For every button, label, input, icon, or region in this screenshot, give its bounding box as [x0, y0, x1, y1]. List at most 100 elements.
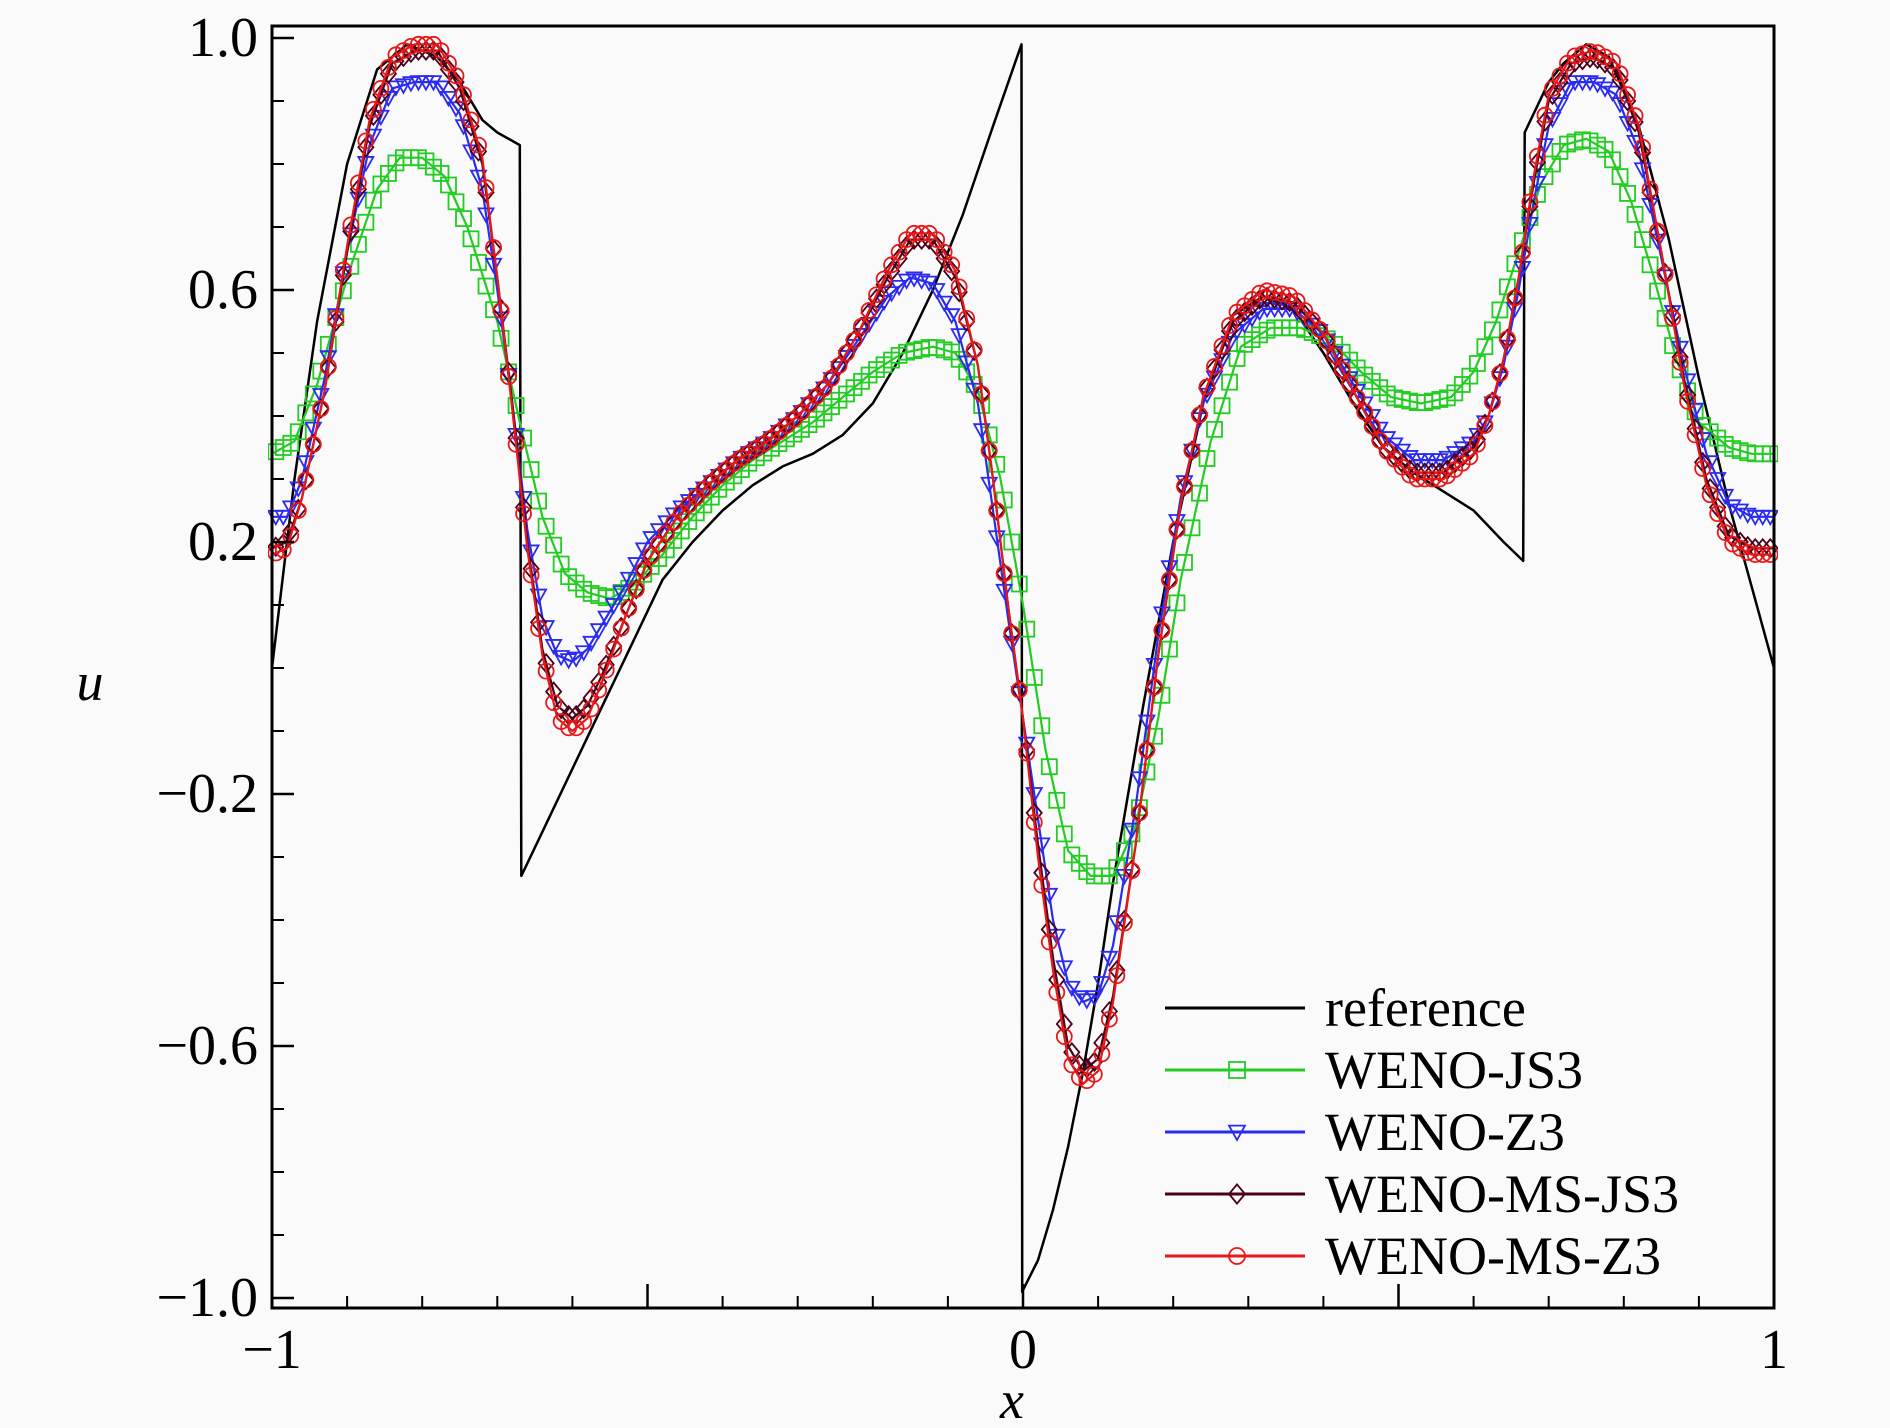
marker-weno-z3 — [1055, 960, 1074, 977]
marker-weno-ms-z3 — [1634, 138, 1651, 156]
marker-weno-ms-z3 — [1191, 406, 1208, 424]
marker-weno-z3 — [582, 635, 601, 653]
marker-weno-ms-z3 — [1514, 243, 1531, 261]
marker-weno-ms-z3 — [1566, 47, 1584, 65]
marker-weno-js3 — [1761, 445, 1778, 463]
marker-weno-js3 — [1025, 669, 1043, 686]
marker-weno-z3 — [386, 80, 405, 97]
marker-weno-js3 — [1115, 842, 1133, 860]
marker-weno-ms-z3 — [1100, 1010, 1118, 1028]
marker-weno-ms-z3 — [1198, 378, 1216, 396]
marker-weno-js3 — [1161, 640, 1178, 658]
marker-weno-ms-js3 — [950, 281, 968, 303]
marker-weno-z3 — [1070, 990, 1089, 1007]
marker-weno-ms-js3 — [860, 302, 878, 324]
marker-weno-ms-js3 — [1220, 320, 1239, 342]
marker-weno-z3 — [1603, 85, 1622, 102]
marker-weno-ms-z3 — [980, 442, 998, 460]
legend-swatch-marker — [1227, 1124, 1247, 1142]
marker-weno-ms-z3 — [635, 561, 653, 579]
marker-weno-z3 — [905, 271, 924, 288]
marker-weno-ms-z3 — [1153, 621, 1171, 639]
marker-weno-js3 — [1221, 373, 1238, 391]
marker-weno-ms-z3 — [297, 471, 315, 489]
marker-weno-ms-js3 — [1581, 47, 1599, 69]
marker-weno-ms-js3 — [484, 238, 503, 260]
marker-weno-ms-js3 — [1190, 404, 1209, 426]
marker-weno-ms-z3 — [890, 243, 908, 261]
marker-weno-ms-z3 — [1311, 320, 1329, 338]
marker-weno-ms-js3 — [1003, 622, 1021, 644]
marker-weno-ms-js3 — [1265, 288, 1284, 310]
marker-weno-z3 — [619, 571, 638, 589]
marker-weno-js3 — [537, 517, 555, 535]
marker-weno-ms-js3 — [312, 398, 330, 420]
marker-weno-ms-js3 — [574, 698, 593, 720]
marker-weno-ms-js3 — [1183, 440, 1201, 462]
marker-weno-ms-z3 — [1018, 744, 1036, 762]
marker-weno-ms-z3 — [883, 256, 900, 274]
marker-weno-ms-js3 — [417, 40, 435, 62]
legend-label: WENO-MS-Z3 — [1325, 1226, 1661, 1286]
legend-item-weno-z3: WENO-Z3 — [1165, 1102, 1565, 1162]
marker-weno-z3 — [890, 279, 909, 297]
marker-weno-ms-js3 — [1341, 373, 1359, 395]
marker-weno-js3 — [1198, 450, 1216, 467]
marker-weno-z3 — [822, 372, 841, 389]
legend-label: WENO-JS3 — [1325, 1040, 1583, 1100]
marker-weno-ms-z3 — [1176, 477, 1193, 495]
marker-weno-z3 — [1085, 990, 1104, 1007]
x-axis-title: x — [999, 1370, 1024, 1428]
marker-weno-z3 — [912, 273, 931, 290]
marker-weno-js3 — [1483, 321, 1501, 339]
axes-layer: 1.0 0.6 0.2 −0.2 −0.6 −1.0−1 0 1 — [156, 7, 1788, 1381]
marker-weno-ms-z3 — [1333, 361, 1351, 378]
marker-weno-ms-z3 — [1604, 52, 1621, 70]
marker-weno-z3 — [1062, 980, 1081, 998]
marker-weno-ms-js3 — [1085, 1051, 1104, 1073]
marker-weno-z3 — [364, 128, 383, 146]
marker-weno-js3 — [1146, 727, 1163, 745]
marker-weno-z3 — [469, 169, 488, 186]
marker-weno-ms-js3 — [1468, 429, 1487, 451]
marker-weno-ms-js3 — [379, 63, 398, 85]
legend: referenceWENO-JS3WENO-Z3WENO-MS-JS3WENO-… — [1165, 978, 1679, 1286]
marker-weno-z3 — [612, 585, 631, 602]
marker-weno-ms-z3 — [627, 580, 645, 598]
marker-weno-ms-z3 — [1356, 403, 1374, 421]
marker-weno-js3 — [1040, 758, 1058, 776]
marker-weno-z3 — [1708, 472, 1727, 489]
marker-weno-z3 — [544, 639, 563, 656]
marker-weno-ms-z3 — [1468, 435, 1486, 453]
marker-weno-ms-js3 — [1633, 142, 1652, 163]
marker-weno-ms-js3 — [462, 115, 480, 137]
marker-weno-z3 — [1453, 441, 1472, 458]
marker-weno-ms-z3 — [950, 278, 968, 296]
y-tick-label: −1.0 — [156, 1267, 258, 1329]
legend-item-weno-ms-z3: WENO-MS-Z3 — [1165, 1226, 1661, 1286]
marker-weno-ms-z3 — [342, 216, 360, 234]
marker-weno-ms-js3 — [1506, 287, 1524, 309]
marker-weno-z3 — [950, 328, 969, 345]
marker-weno-ms-z3 — [1131, 804, 1148, 822]
marker-weno-js3 — [1626, 205, 1644, 223]
x-tick-label: 1 — [1760, 1319, 1788, 1381]
marker-weno-js3 — [440, 176, 457, 194]
marker-weno-js3 — [1604, 151, 1621, 169]
marker-weno-ms-z3 — [312, 400, 330, 418]
marker-weno-js3 — [530, 492, 548, 510]
marker-weno-ms-z3 — [995, 565, 1013, 582]
marker-weno-z3 — [1100, 950, 1119, 968]
marker-weno-ms-z3 — [1671, 354, 1689, 371]
marker-weno-ms-z3 — [372, 80, 390, 97]
marker-weno-ms-z3 — [1341, 375, 1359, 393]
marker-weno-js3 — [470, 254, 487, 271]
marker-weno-ms-z3 — [1138, 741, 1156, 759]
marker-weno-ms-js3 — [852, 316, 871, 338]
marker-weno-ms-z3 — [417, 35, 435, 53]
marker-weno-ms-js3 — [1626, 111, 1644, 133]
marker-weno-ms-z3 — [1326, 346, 1344, 364]
marker-weno-ms-z3 — [1431, 470, 1449, 488]
marker-weno-ms-js3 — [1528, 152, 1547, 173]
marker-weno-ms-z3 — [582, 700, 600, 718]
